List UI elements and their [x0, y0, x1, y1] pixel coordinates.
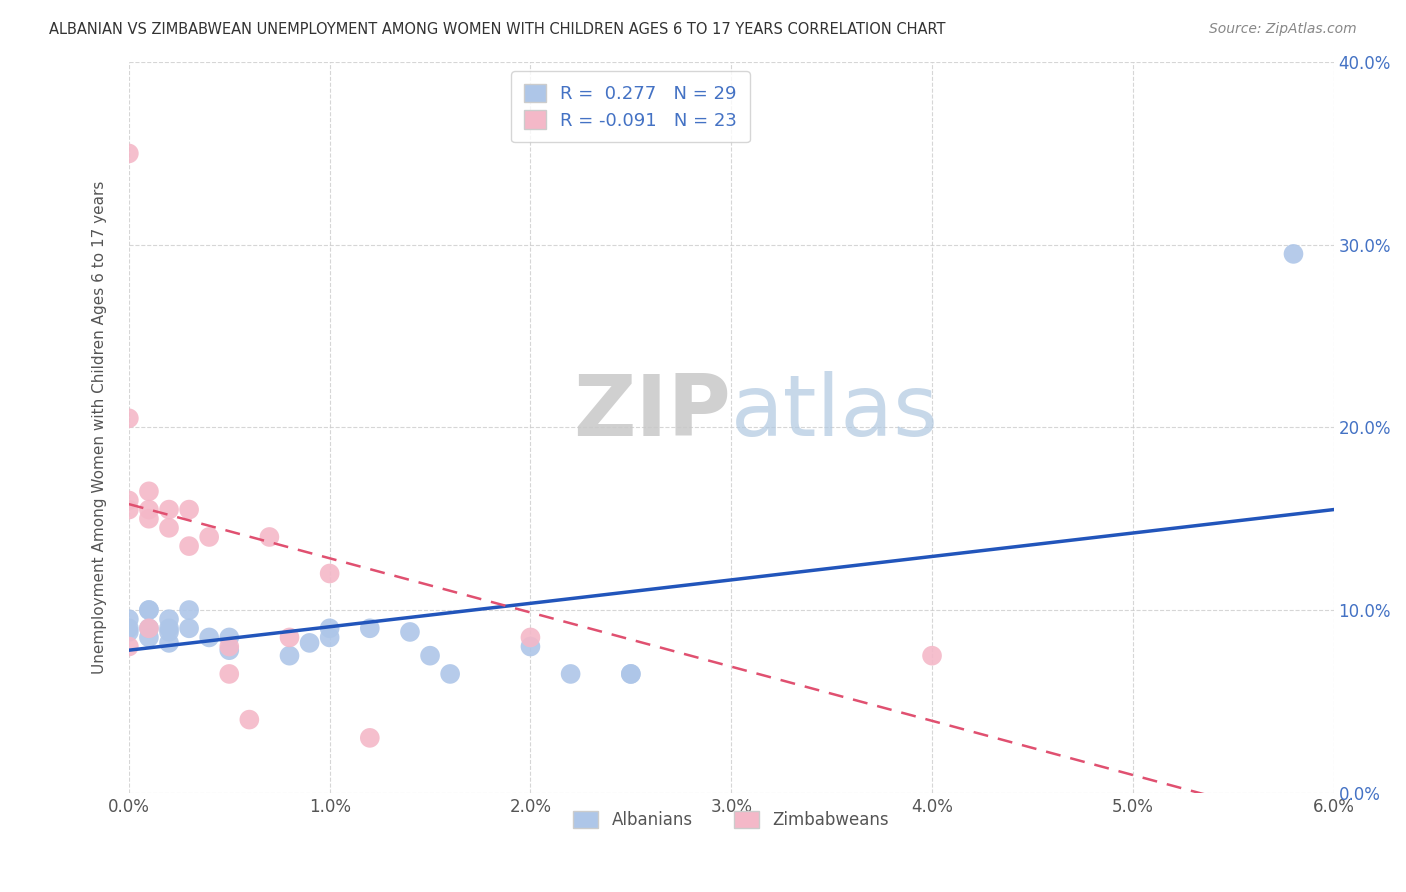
Point: [218, 631, 240, 645]
Point: [560, 667, 582, 681]
Text: ZIP: ZIP: [574, 371, 731, 454]
Point: [118, 621, 141, 635]
Point: [118, 640, 141, 654]
Point: [519, 640, 541, 654]
Point: [218, 667, 240, 681]
Point: [278, 648, 301, 663]
Point: [138, 603, 160, 617]
Point: [439, 667, 461, 681]
Legend: Albanians, Zimbabweans: Albanians, Zimbabweans: [567, 804, 896, 836]
Point: [157, 502, 180, 516]
Point: [218, 640, 240, 654]
Point: [157, 636, 180, 650]
Point: [519, 631, 541, 645]
Point: [921, 648, 943, 663]
Point: [138, 502, 160, 516]
Point: [318, 566, 340, 581]
Point: [118, 502, 141, 516]
Y-axis label: Unemployment Among Women with Children Ages 6 to 17 years: Unemployment Among Women with Children A…: [93, 181, 107, 674]
Point: [138, 512, 160, 526]
Point: [118, 146, 141, 161]
Point: [298, 636, 321, 650]
Point: [118, 493, 141, 508]
Point: [138, 603, 160, 617]
Point: [138, 484, 160, 499]
Point: [177, 621, 200, 635]
Text: atlas: atlas: [731, 371, 939, 454]
Point: [399, 624, 422, 639]
Point: [259, 530, 281, 544]
Point: [1282, 247, 1305, 261]
Point: [118, 624, 141, 639]
Text: Source: ZipAtlas.com: Source: ZipAtlas.com: [1209, 22, 1357, 37]
Point: [359, 731, 381, 745]
Point: [419, 648, 441, 663]
Text: ALBANIAN VS ZIMBABWEAN UNEMPLOYMENT AMONG WOMEN WITH CHILDREN AGES 6 TO 17 YEARS: ALBANIAN VS ZIMBABWEAN UNEMPLOYMENT AMON…: [49, 22, 946, 37]
Point: [198, 530, 221, 544]
Point: [177, 603, 200, 617]
Point: [118, 612, 141, 626]
Point: [218, 643, 240, 657]
Point: [278, 631, 301, 645]
Point: [118, 411, 141, 425]
Point: [238, 713, 260, 727]
Point: [138, 631, 160, 645]
Point: [157, 612, 180, 626]
Point: [359, 621, 381, 635]
Point: [138, 621, 160, 635]
Point: [620, 667, 643, 681]
Point: [318, 621, 340, 635]
Point: [198, 631, 221, 645]
Point: [177, 502, 200, 516]
Point: [177, 539, 200, 553]
Point: [620, 667, 643, 681]
Point: [138, 621, 160, 635]
Point: [318, 631, 340, 645]
Point: [157, 621, 180, 635]
Point: [157, 521, 180, 535]
Point: [157, 624, 180, 639]
